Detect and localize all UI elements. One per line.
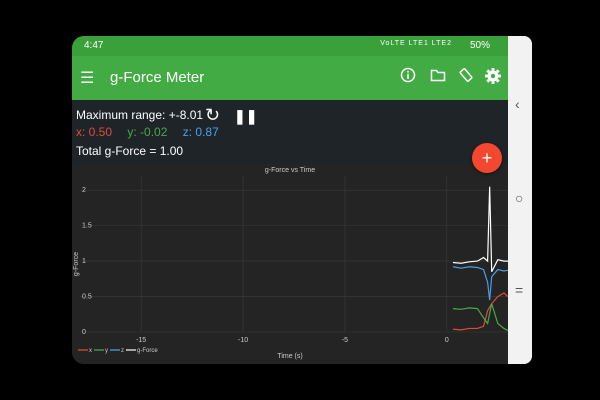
y-tick-label: 0 (82, 329, 86, 336)
x-tick-label: -5 (342, 337, 348, 344)
y-tick-label: 1 (82, 258, 86, 265)
y-tick-label: 2 (82, 187, 86, 194)
y-tick-label: 0.5 (82, 294, 92, 301)
menu-icon[interactable]: ☰ (80, 70, 95, 87)
legend-label: g-Force (137, 348, 158, 354)
chart-title: g-Force vs Time (265, 167, 315, 174)
y-axis-label: g-Force (73, 252, 80, 276)
settings-icon[interactable] (484, 67, 502, 90)
gforce-chart: -15 -10 -5 0 0 0.5 1 1.5 2 g-Force vs Time Time … (73, 167, 508, 360)
status-bar: 4:47 VoLTE LTE1 LTE2 50% (72, 36, 508, 56)
z-value: z: 0.87 (182, 125, 219, 139)
back-icon[interactable]: ‹ (515, 96, 520, 112)
x-tick-label: -15 (136, 337, 146, 344)
total-gforce-label: Total g-Force = 1.00 (76, 144, 184, 158)
app-toolbar: ☰ g-Force Meter (72, 56, 508, 100)
y-tick-label: 1.5 (82, 223, 92, 230)
signal-indicator: VoLTE LTE1 LTE2 (380, 40, 452, 47)
chart-area: -15 -10 -5 0 0 0.5 1 1.5 2 g-Force vs Time Time … (72, 164, 508, 364)
chart-legend: x y z g-Force (78, 348, 158, 354)
phone-screen: 4:47 VoLTE LTE1 LTE2 50% ☰ g-Force Meter… (72, 36, 508, 364)
legend-label: z (121, 348, 124, 354)
x-value: x: 0.50 (76, 125, 113, 139)
series-line-y (452, 303, 508, 332)
y-value: y: -0.02 (127, 125, 168, 139)
series-line-x (452, 292, 508, 331)
axis-values: x: 0.50 y: -0.02 z: 0.87 (76, 125, 219, 139)
battery-level: 50% (469, 40, 490, 51)
reset-icon[interactable]: ↻ (205, 105, 221, 125)
add-button[interactable]: + (472, 143, 502, 173)
status-time: 4:47 (84, 40, 104, 51)
pause-icon[interactable]: ❚❚ (234, 108, 258, 124)
x-axis-label: Time (s) (277, 353, 302, 360)
max-range-label: Maximum range: +-8.01 (76, 108, 204, 122)
recents-icon[interactable]: = (515, 282, 524, 298)
home-icon[interactable]: ○ (515, 190, 524, 206)
x-tick-label: -10 (238, 337, 248, 344)
app-title: g-Force Meter (110, 69, 205, 86)
series-line-z (452, 266, 508, 301)
system-nav-bar: ‹ ○ = (508, 36, 532, 364)
info-icon[interactable] (400, 67, 416, 88)
readout-panel: Maximum range: +-8.01 x: 0.50 y: -0.02 z… (72, 100, 508, 164)
legend-label: x (89, 348, 92, 354)
series-line-g-force (452, 186, 508, 272)
x-tick-label: 0 (445, 337, 449, 344)
folder-icon[interactable] (430, 67, 446, 88)
legend-label: y (105, 348, 108, 354)
screen-rotation-icon[interactable] (458, 67, 474, 88)
